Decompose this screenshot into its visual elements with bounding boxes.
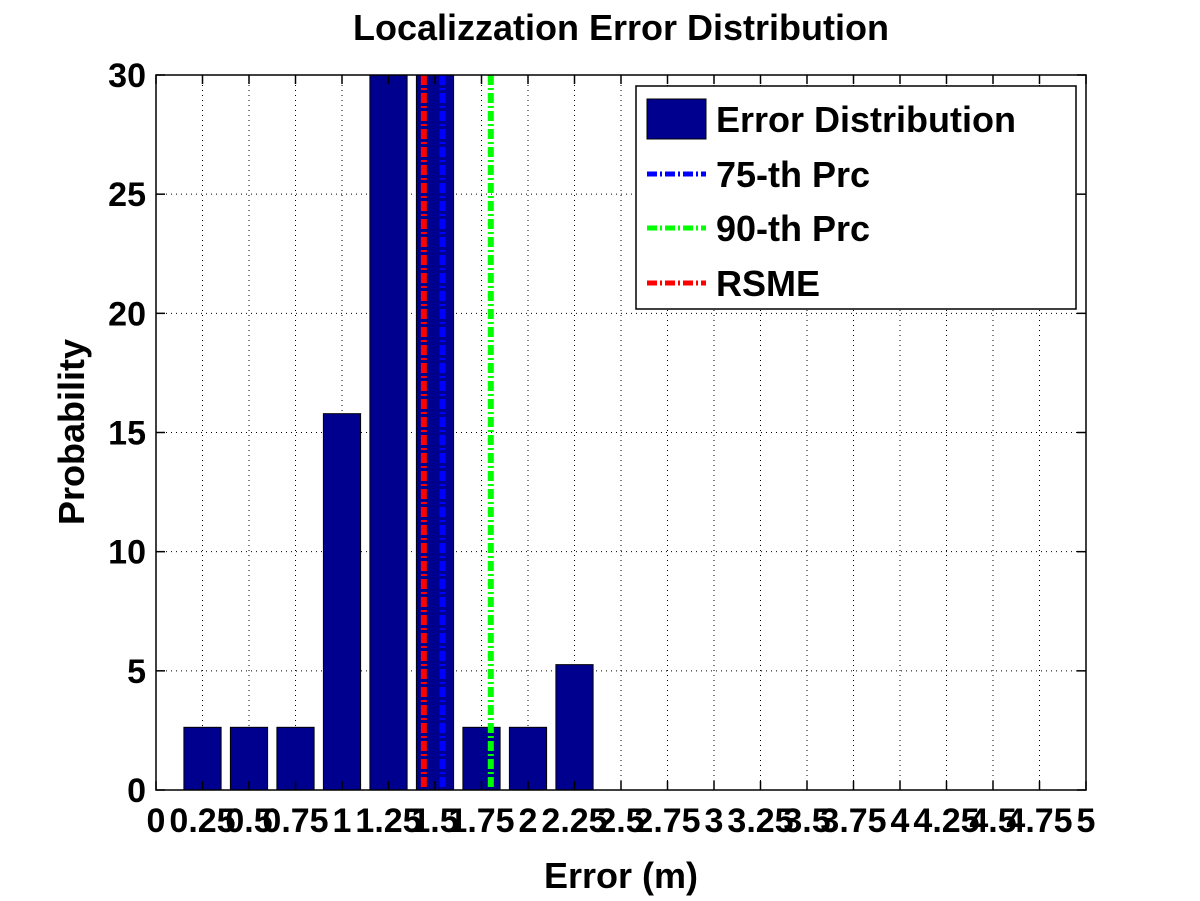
y-tick-label: 30 [108,57,146,95]
legend: Error Distribution 75-th Prc 90-th Prc RSME [635,85,1077,310]
y-tick-label: 0 [127,772,146,810]
x-axis-ticks: 0 0.250.50.75 1 1.251.51.75 2 2.252.52.75 3 3.2… [147,75,1096,840]
x-axis-label: Error (m) [544,855,698,896]
x-tick-label: 4.5 [969,802,1016,840]
legend-label: 90-th Prc [716,208,870,249]
legend-label: Error Distribution [716,99,1016,140]
bar [322,413,362,791]
x-tick-label: 0.5 [225,802,272,840]
x-tick-label: 2.75 [634,802,700,840]
y-tick-label: 20 [108,295,146,333]
x-tick-label: 0 [147,802,166,840]
x-tick-label: 1.5 [411,802,458,840]
x-tick-label: 2 [519,802,538,840]
x-tick-label: 3.75 [820,802,886,840]
bar [276,726,315,791]
y-axis-label: Probability [51,339,92,525]
y-tick-label: 10 [108,534,146,572]
x-tick-label: 4.25 [913,802,979,840]
grid-lines [156,75,1086,790]
x-tick-label: 1 [333,802,352,840]
bar [183,726,222,791]
bar [555,664,594,791]
bar [369,74,408,791]
legend-label: 75-th Prc [716,154,870,195]
x-tick-label: 4 [891,802,910,840]
bar [508,726,548,791]
x-tick-label: 2.25 [541,802,607,840]
y-tick-label: 5 [127,653,146,691]
bar [229,726,269,791]
y-tick-label: 25 [108,176,146,214]
x-tick-label: 3.5 [783,802,830,840]
y-tick-label: 15 [108,415,146,453]
x-tick-label: 3 [705,802,724,840]
chart-title: Localizzation Error Distribution [353,7,889,48]
x-tick-label: 5 [1077,802,1096,840]
legend-label: RSME [716,263,820,304]
legend-box [635,85,1077,310]
x-tick-label: 0.25 [169,802,235,840]
x-tick-label: 3.25 [727,802,793,840]
x-tick-label: 0.75 [262,802,328,840]
percentile-lines [420,75,494,790]
x-tick-label: 4.75 [1006,802,1072,840]
x-tick-label: 1.25 [355,802,421,840]
legend-swatch-bar [646,98,707,140]
x-tick-label: 2.5 [597,802,644,840]
x-tick-label: 1.75 [448,802,514,840]
bar [462,726,501,791]
y-axis-ticks: 0 5 10 15 20 25 30 [108,57,1086,810]
